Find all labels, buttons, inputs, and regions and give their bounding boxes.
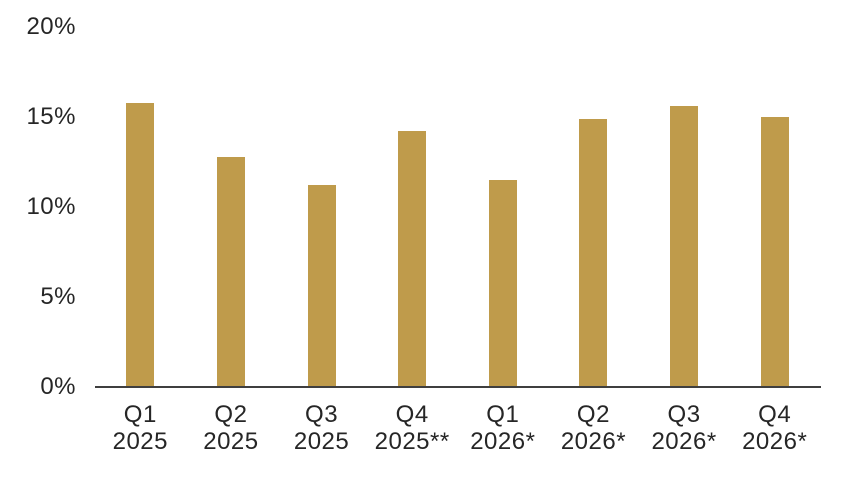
x-axis-label-line: Q2 xyxy=(214,401,248,428)
x-axis-label-line: 2026* xyxy=(560,428,627,455)
x-axis-label-line: Q3 xyxy=(305,401,339,428)
x-axis-label-line: 2025** xyxy=(374,428,450,455)
bar-q4-2025 xyxy=(398,131,427,387)
bar-q2-2026 xyxy=(579,118,608,387)
y-axis-tick-label: 5% xyxy=(40,283,76,310)
x-axis-label-line: 2025 xyxy=(293,428,350,455)
x-axis-label: Q1 2025 xyxy=(95,401,186,455)
x-axis-line xyxy=(95,386,821,388)
x-axis-label: Q4 2025** xyxy=(367,401,458,455)
bar-q3-2026 xyxy=(670,106,699,387)
y-axis-tick-label: 15% xyxy=(26,103,76,130)
x-axis-label-line: Q1 xyxy=(123,401,157,428)
x-axis-label-line: Q3 xyxy=(667,401,701,428)
x-axis-label-line: 2026* xyxy=(742,428,808,455)
x-axis-label: Q3 2025 xyxy=(276,401,367,455)
x-axis-label-line: Q2 xyxy=(576,401,610,428)
x-axis-label: Q2 2026* xyxy=(548,401,639,455)
x-axis-label: Q3 2026* xyxy=(639,401,730,455)
bar-q1-2026 xyxy=(488,180,517,387)
y-axis-tick-label: 10% xyxy=(26,193,76,220)
x-axis-label-line: Q4 xyxy=(758,401,792,428)
x-axis-label-line: 2025 xyxy=(203,428,259,455)
x-axis-label-line: 2025 xyxy=(112,428,168,455)
bar-q4-2026 xyxy=(760,117,789,387)
y-axis-tick-label: 20% xyxy=(26,13,76,40)
x-axis-label-line: 2026* xyxy=(651,428,717,455)
x-axis-label-line: Q1 xyxy=(486,401,520,428)
x-axis-label: Q4 2026* xyxy=(729,401,820,455)
x-axis-label: Q2 2025 xyxy=(186,401,277,455)
bar-q1-2025 xyxy=(126,102,155,387)
plot-area xyxy=(95,27,820,387)
x-axis-label-line: 2026* xyxy=(470,428,536,455)
x-axis-label-line: Q4 xyxy=(395,401,429,428)
x-axis-label: Q1 2026* xyxy=(458,401,549,455)
bar-q3-2025 xyxy=(307,185,336,387)
bar-q2-2025 xyxy=(216,156,245,387)
y-axis-tick-label: 0% xyxy=(40,373,76,400)
